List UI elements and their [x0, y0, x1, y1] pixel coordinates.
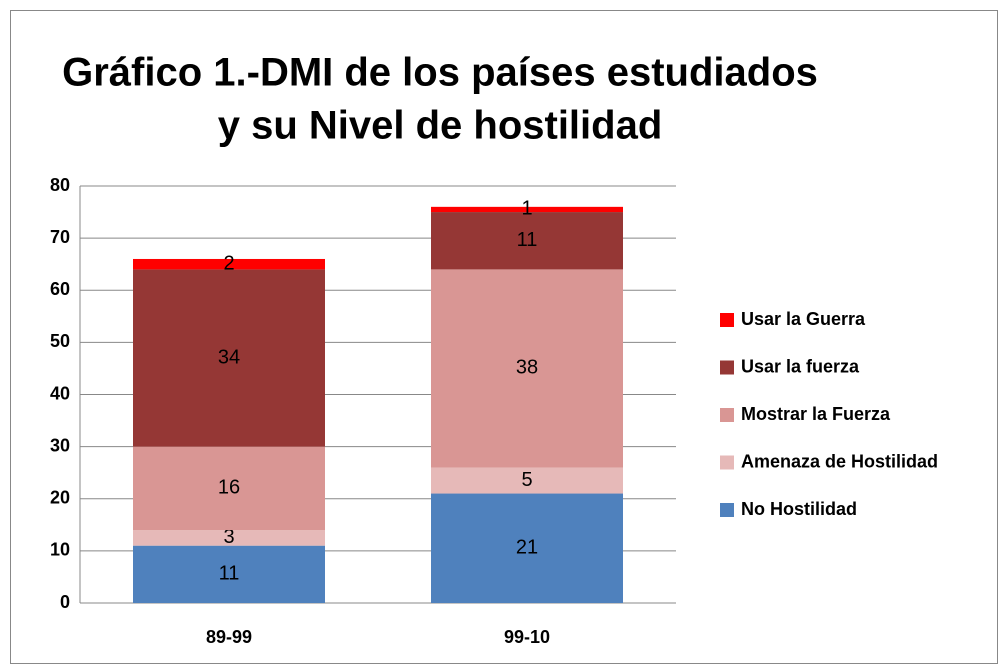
bar-segment [431, 493, 623, 603]
legend-label: Usar la fuerza [741, 356, 860, 376]
legend-swatch [720, 455, 734, 470]
legend-label: Amenaza de Hostilidad [741, 451, 938, 471]
bar-segment [431, 269, 623, 468]
chart-title: y su Nivel de hostilidad [218, 104, 663, 148]
bar-segment [431, 212, 623, 270]
y-tick-label: 70 [50, 227, 70, 247]
x-tick-label: 89-99 [206, 627, 252, 647]
y-tick-label: 0 [60, 592, 70, 612]
y-tick-label: 30 [50, 435, 70, 455]
bar-segment [133, 258, 325, 270]
legend-label: No Hostilidad [741, 499, 857, 519]
data-label: 5 [521, 469, 532, 491]
legend-swatch [720, 313, 734, 327]
y-tick-label: 10 [50, 540, 70, 560]
y-tick-label: 60 [50, 279, 70, 299]
bar-segment [431, 206, 623, 213]
data-label: 11 [219, 563, 240, 585]
bar-segment [133, 545, 325, 603]
data-label: 34 [218, 346, 240, 368]
x-tick-label: 99-10 [504, 627, 550, 647]
y-tick-label: 50 [50, 331, 70, 351]
data-label: 21 [516, 537, 538, 559]
bar-segment [431, 467, 623, 494]
legend-label: Mostrar la Fuerza [741, 404, 891, 424]
data-label: 1 [521, 198, 532, 220]
data-label: 11 [517, 229, 538, 251]
legend-label: Usar la Guerra [741, 309, 866, 329]
bar-segment [133, 446, 325, 531]
data-label: 3 [223, 526, 234, 548]
y-tick-label: 20 [50, 488, 70, 508]
y-tick-label: 40 [50, 383, 70, 403]
legend-swatch [720, 408, 734, 422]
bar-segment [133, 269, 325, 447]
data-label: 2 [223, 252, 234, 274]
chart-title: Gráfico 1.-DMI de los países estudiados [62, 51, 818, 95]
legend-swatch [720, 360, 734, 375]
data-label: 16 [218, 477, 240, 499]
legend-swatch [720, 503, 734, 517]
data-label: 38 [516, 357, 538, 379]
y-tick-label: 80 [50, 175, 70, 195]
bar-segment [133, 530, 325, 546]
